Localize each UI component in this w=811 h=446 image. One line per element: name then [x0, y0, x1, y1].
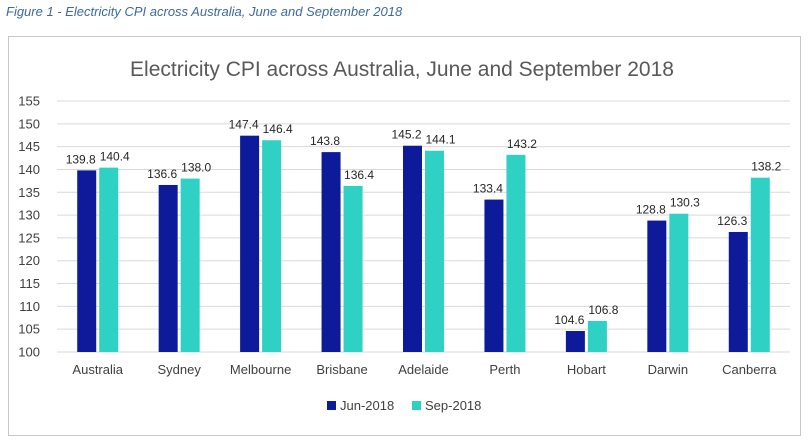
bar-sep — [669, 213, 689, 352]
bar-jun — [321, 152, 341, 352]
bar-sep — [425, 150, 444, 352]
bar-sep — [343, 185, 363, 352]
bar-sep — [506, 154, 526, 352]
bar-jun — [240, 135, 260, 352]
bar-jun — [77, 170, 97, 352]
data-label: 147.4 — [229, 118, 259, 132]
data-label: 126.3 — [717, 214, 747, 228]
y-tick-label: 145 — [18, 139, 40, 154]
data-label: 143.8 — [310, 134, 340, 148]
legend-swatch — [412, 401, 421, 410]
data-label: 146.4 — [263, 122, 293, 136]
bar-sep — [99, 167, 119, 352]
y-axis: 100 105 110 115 120 125 130 135 140 145 150 155 — [18, 94, 40, 360]
y-tick-label: 105 — [18, 322, 40, 337]
data-label: 143.2 — [507, 137, 537, 151]
figure-caption: Figure 1 - Electricity CPI across Austra… — [6, 4, 403, 19]
data-label: 130.3 — [670, 196, 700, 210]
bar-sep — [587, 320, 607, 352]
data-label: 138.0 — [181, 161, 211, 175]
y-tick-label: 155 — [18, 94, 40, 109]
bar-sep — [262, 140, 282, 352]
gridlines — [57, 100, 790, 353]
x-category-label: Hobart — [567, 362, 606, 377]
data-label: 145.2 — [391, 128, 421, 142]
y-tick-label: 115 — [19, 276, 40, 291]
data-label: 104.6 — [554, 313, 584, 327]
x-category-label: Perth — [489, 362, 520, 377]
x-category-label: Australia — [72, 362, 123, 377]
legend: Jun-2018 Sep-2018 — [327, 398, 481, 413]
y-tick-label: 125 — [18, 230, 40, 245]
data-label: 106.8 — [588, 303, 618, 317]
data-label: 128.8 — [636, 203, 666, 217]
legend-swatch — [327, 401, 336, 410]
x-axis: Australia Sydney Melbourne Brisbane Adelaide… — [72, 362, 777, 377]
bars — [77, 135, 770, 352]
chart-title: Electricity CPI across Australia, June a… — [130, 58, 674, 81]
bar-jun — [158, 184, 178, 352]
y-tick-label: 120 — [18, 253, 40, 268]
data-label: 133.4 — [473, 182, 503, 196]
data-label: 139.8 — [66, 152, 96, 166]
x-category-label: Darwin — [648, 362, 688, 377]
legend-label: Sep-2018 — [425, 398, 481, 413]
y-tick-label: 100 — [18, 345, 40, 360]
bar-jun — [484, 199, 504, 352]
data-label: 140.4 — [100, 150, 130, 164]
data-label: 136.6 — [147, 167, 177, 181]
y-tick-label: 135 — [18, 185, 40, 200]
legend-label: Jun-2018 — [340, 398, 394, 413]
x-category-label: Canberra — [722, 362, 777, 377]
y-tick-label: 110 — [19, 299, 40, 314]
data-label: 136.4 — [344, 168, 374, 182]
y-tick-label: 140 — [18, 162, 40, 177]
x-category-label: Brisbane — [316, 362, 367, 377]
data-labels: 139.8 140.4 136.6 138.0 147.4 146.4 143.8 136.4… — [66, 118, 782, 327]
bar-jun — [403, 145, 422, 352]
x-category-label: Melbourne — [230, 362, 291, 377]
y-tick-label: 150 — [18, 116, 40, 131]
x-category-label: Sydney — [157, 362, 201, 377]
data-label: 144.1 — [425, 133, 455, 147]
data-label: 138.2 — [751, 160, 781, 174]
bar-jun — [647, 220, 667, 352]
bar-jun — [728, 231, 748, 352]
bar-sep — [750, 177, 770, 352]
bar-sep — [180, 178, 200, 352]
bar-jun — [565, 331, 585, 352]
y-tick-label: 130 — [18, 208, 40, 223]
x-category-label: Adelaide — [398, 362, 449, 377]
